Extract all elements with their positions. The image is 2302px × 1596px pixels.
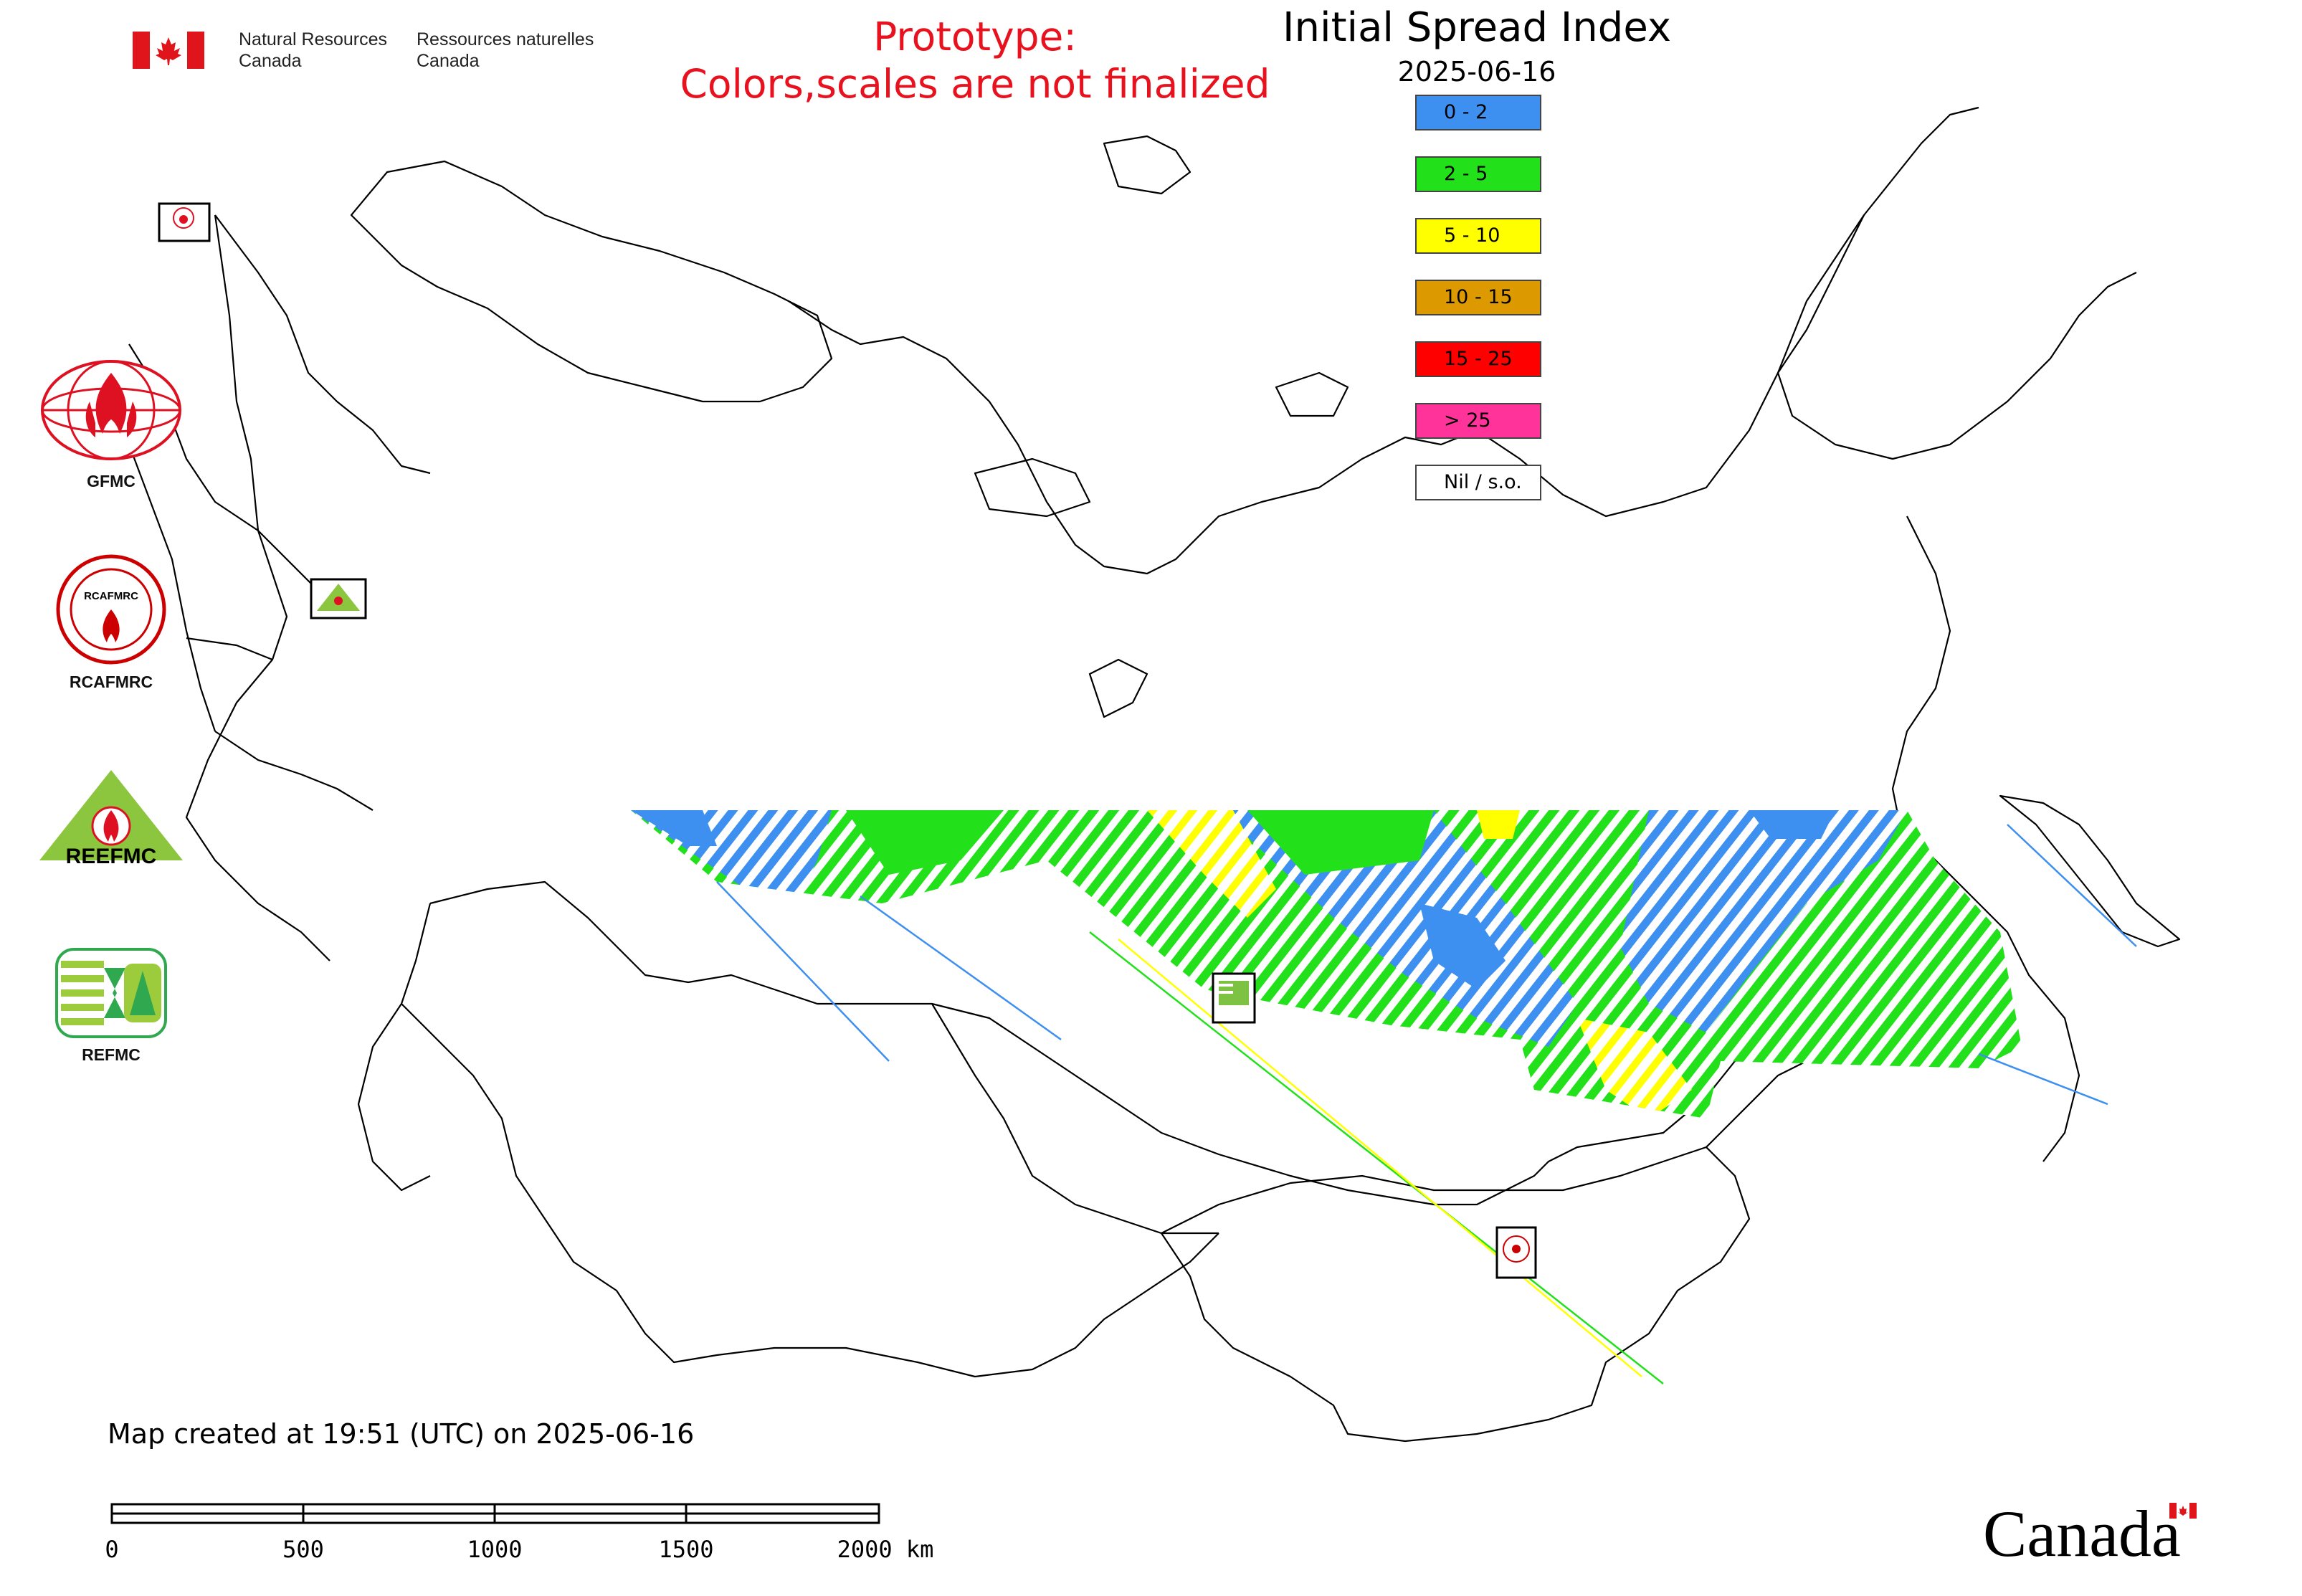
rcafmrc-label: RCAFMRC: [69, 673, 153, 691]
legend-item: 2 - 5: [1415, 156, 1541, 192]
rcafmrc-logo-text: RCAFMRC: [84, 590, 138, 602]
scale-tick-label: 2000 km: [837, 1536, 934, 1563]
legend-label: 2 - 5: [1444, 163, 1488, 185]
rcafmrc-logo-block: RCAFMRC RCAFMRC: [29, 552, 194, 692]
scale-tick-label: 500: [282, 1536, 324, 1563]
isi-data-streaks: [716, 824, 2137, 1384]
legend-label: Nil / s.o.: [1444, 471, 1522, 493]
org-name-en-line2: Canada: [239, 51, 302, 71]
org-name-en: Natural Resources Canada: [239, 29, 387, 72]
refmc-map-badge: [1212, 972, 1256, 1024]
reefmc-logo-icon: REEFMC: [39, 770, 183, 868]
org-name-fr-line1: Ressources naturelles: [417, 29, 594, 49]
rcafmrc-map-badge: [1495, 1226, 1537, 1279]
gfmc-logo-icon: [41, 360, 181, 460]
refmc-logo-icon: [55, 948, 167, 1038]
scale-tick-label: 1000: [467, 1536, 522, 1563]
org-name-en-line1: Natural Resources: [239, 29, 388, 49]
gfmc-logo-block: GFMC: [29, 358, 194, 491]
isi-data-overlay: [631, 810, 2022, 1118]
legend-label: 10 - 15: [1444, 286, 1513, 308]
gfmc-label: GFMC: [87, 472, 135, 490]
legend-item: > 25: [1415, 403, 1541, 439]
legend-item: Nil / s.o.: [1415, 465, 1541, 500]
org-name-fr-line2: Canada: [417, 51, 480, 71]
scale-tick-label: 0: [105, 1536, 118, 1563]
org-name-fr: Ressources naturelles Canada: [417, 29, 594, 72]
map-date: 2025-06-16: [1397, 56, 1556, 87]
reefmc-map-badge: [310, 578, 367, 619]
prototype-notice: Prototype: Colors,scales are not finaliz…: [645, 13, 1305, 108]
nrcan-signature: Natural Resources Canada Ressources natu…: [133, 27, 613, 77]
legend-label: 0 - 2: [1444, 101, 1488, 123]
canada-wordmark-text: Canada: [1983, 1497, 2181, 1570]
legend-label: 15 - 25: [1444, 348, 1513, 370]
map-created-timestamp: Map created at 19:51 (UTC) on 2025-06-16: [108, 1418, 695, 1450]
gfmc-map-badge: [158, 202, 211, 242]
country-boundaries: [128, 106, 2181, 1443]
prototype-notice-line1: Prototype:: [873, 14, 1077, 60]
canada-flag-icon: [133, 32, 204, 69]
legend-item: 10 - 15: [1415, 280, 1541, 315]
scale-tick-label: 1500: [658, 1536, 713, 1563]
legend-label: > 25: [1444, 409, 1491, 432]
canada-wordmark-flag-icon: [2169, 1503, 2197, 1519]
reefmc-logo-text: REEFMC: [66, 845, 157, 868]
legend-item: 5 - 10: [1415, 218, 1541, 254]
refmc-logo-block: REFMC: [29, 946, 194, 1065]
refmc-label: REFMC: [82, 1045, 141, 1064]
legend-label: 5 - 10: [1444, 224, 1500, 247]
legend-item: 0 - 2: [1415, 95, 1541, 130]
map-title: Initial Spread Index: [1283, 4, 1671, 51]
scale-bar: 0 500 1000 1500 2000 km: [105, 1503, 934, 1563]
canada-wordmark: Canada: [1983, 1497, 2197, 1570]
reefmc-logo-block: REEFMC: [29, 767, 194, 878]
rcafmrc-logo-icon: RCAFMRC: [56, 554, 166, 665]
prototype-notice-line2: Colors,scales are not finalized: [680, 61, 1270, 107]
legend-item: 15 - 25: [1415, 341, 1541, 377]
